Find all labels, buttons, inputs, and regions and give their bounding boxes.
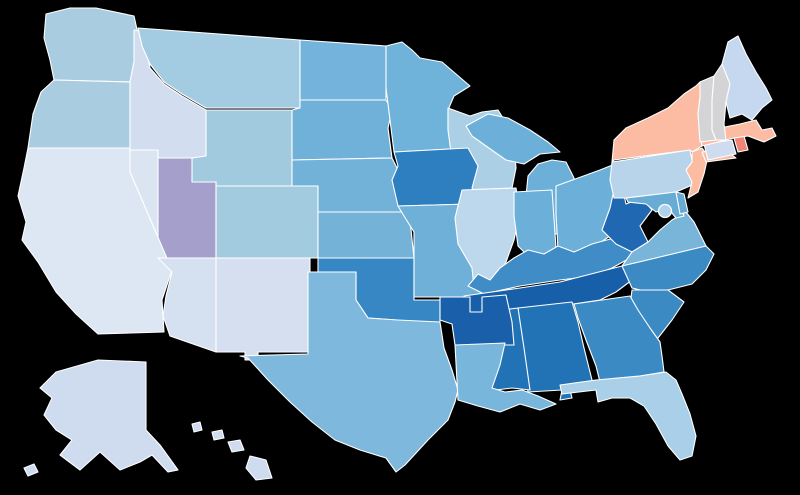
state-oregon <box>27 79 131 151</box>
state-maine <box>721 35 773 121</box>
state-north-carolina <box>621 245 715 293</box>
state-south-dakota <box>291 99 393 161</box>
state-delaware <box>675 191 689 215</box>
state-colorado <box>215 185 319 259</box>
state-hawaii-kauai <box>191 421 203 433</box>
state-kansas <box>317 211 415 259</box>
state-hawaii-oahu <box>211 429 225 441</box>
state-washington <box>43 7 139 83</box>
state-california <box>17 147 173 335</box>
state-arkansas <box>439 294 515 346</box>
state-kentucky <box>467 233 647 295</box>
state-michigan-upper-peninsula <box>465 113 561 165</box>
state-district-of-columbia-circle <box>657 203 673 219</box>
state-alaska-aleutian-island <box>23 463 39 477</box>
state-hawaii-maui <box>227 439 245 453</box>
state-hawaii-big-island <box>245 455 273 481</box>
state-louisiana <box>454 342 557 413</box>
state-florida <box>559 371 697 461</box>
state-wyoming <box>191 109 293 187</box>
state-new-mexico <box>215 257 311 361</box>
state-alaska <box>39 359 179 473</box>
state-north-dakota <box>299 39 387 101</box>
state-texas <box>239 271 459 473</box>
